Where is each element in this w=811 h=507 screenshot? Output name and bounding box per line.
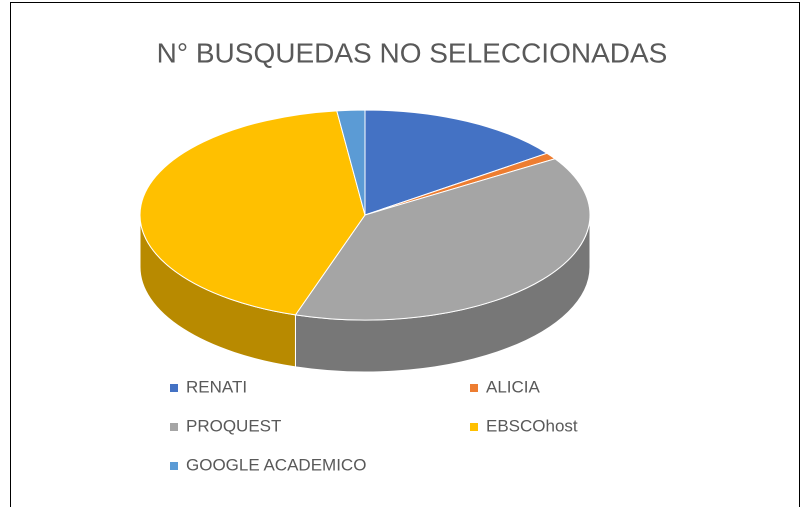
- legend-label: ALICIA: [486, 377, 541, 396]
- chart-title: N° BUSQUEDAS NO SELECCIONADAS: [157, 37, 668, 68]
- legend-label: EBSCOhost: [486, 416, 578, 435]
- legend-swatch: [170, 384, 178, 392]
- legend-swatch: [170, 423, 178, 431]
- slice: [139, 110, 366, 316]
- slice: [364, 109, 549, 216]
- slice: [336, 109, 366, 216]
- legend-swatch: [470, 423, 478, 431]
- legend-label: RENATI: [186, 377, 247, 396]
- legend-label: PROQUEST: [186, 416, 281, 435]
- legend-swatch: [170, 462, 178, 470]
- slice: [294, 158, 591, 321]
- legend-label: GOOGLE ACADEMICO: [186, 455, 366, 474]
- legend-swatch: [470, 384, 478, 392]
